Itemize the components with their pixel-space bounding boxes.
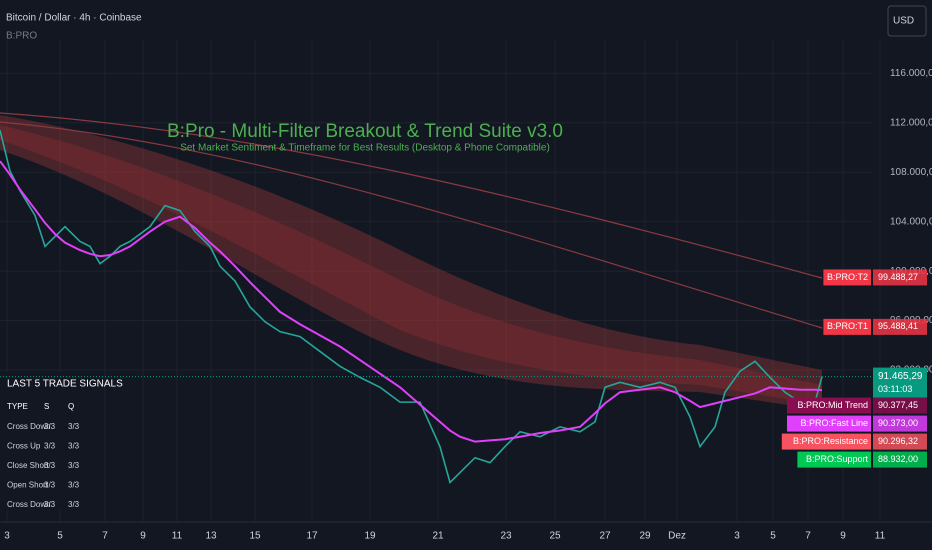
price-label-name-box xyxy=(787,415,871,432)
table-cell: 3/3 xyxy=(44,461,56,470)
price-label-value: 88.932,00 xyxy=(878,454,918,464)
price-label-name-box xyxy=(787,397,871,414)
x-tick-label: 29 xyxy=(639,531,651,542)
price-label-value: 90.296,32 xyxy=(878,436,918,446)
x-tick-label: 3 xyxy=(4,531,10,542)
price-label-value-box xyxy=(873,451,927,468)
price-label-name-box xyxy=(823,318,871,335)
x-tick-label: 5 xyxy=(57,531,63,542)
price-label-value-box xyxy=(873,269,927,286)
currency[interactable]: USD xyxy=(893,16,914,27)
table-cell: Open Short xyxy=(7,481,49,490)
x-tick-label: 3 xyxy=(734,531,740,542)
price-label-name: B:PRO:Resistance xyxy=(793,436,868,446)
table-cell: 3/3 xyxy=(44,442,56,451)
currency-button[interactable] xyxy=(887,5,927,37)
trend-cloud xyxy=(0,115,822,410)
price-label-value-box xyxy=(873,397,927,414)
x-tick-label: 5 xyxy=(770,531,776,542)
cloud-inner xyxy=(0,125,822,405)
table-cell: Cross Up xyxy=(7,442,41,451)
price-label-name: B:PRO:Mid Trend xyxy=(797,400,868,410)
table-cell: 3/3 xyxy=(68,461,80,470)
x-tick-label: 7 xyxy=(102,531,108,542)
x-tick-label: 11 xyxy=(172,531,183,542)
table-header: Q xyxy=(68,402,74,411)
table-cell: 3/3 xyxy=(68,442,80,451)
table-cell: 3/3 xyxy=(68,500,80,509)
symbol: Bitcoin / Dollar · 4h · Coinbase xyxy=(6,13,142,24)
price-label-name: B:PRO:T1 xyxy=(827,321,868,331)
x-tick-label: 9 xyxy=(140,531,146,542)
x-tick-label: 19 xyxy=(364,531,376,542)
x-tick-label: 11 xyxy=(875,531,886,542)
x-tick-label: Dez xyxy=(668,531,686,542)
table-cell: 3/3 xyxy=(44,422,56,431)
price-label-value-box xyxy=(873,433,927,450)
x-tick-label: 9 xyxy=(840,531,846,542)
table-header: TYPE xyxy=(7,402,28,411)
x-tick-label: 13 xyxy=(205,531,217,542)
chart-subtitle: Set Market Sentiment & Timeframe for Bes… xyxy=(180,143,550,154)
y-tick-label: 112.000,00 xyxy=(890,117,932,128)
price-label-value: 90.377,45 xyxy=(878,400,918,410)
price-label-name: B:PRO:Support xyxy=(806,454,869,464)
price-label-name: B:PRO:T2 xyxy=(827,272,868,282)
signals-table xyxy=(0,372,96,510)
indicator: B:PRO xyxy=(6,31,37,42)
table-cell: Cross Down xyxy=(7,422,51,431)
price-label-value: 99.488,27 xyxy=(878,272,918,282)
grid xyxy=(0,40,881,522)
series-line xyxy=(0,160,823,443)
y-tick-label: 116.000,00 xyxy=(890,68,932,79)
y-tick-label: 104.000,00 xyxy=(890,216,932,227)
table-cell: 3/3 xyxy=(44,481,56,490)
table-title: LAST 5 TRADE SIGNALS xyxy=(7,379,123,390)
table-cell: 3/3 xyxy=(68,422,80,431)
price-label-name-box xyxy=(781,433,871,450)
x-tick-label: 15 xyxy=(249,531,261,542)
price-label-name-box xyxy=(823,269,871,286)
series-line xyxy=(0,130,823,484)
x-tick-label: 21 xyxy=(432,531,444,542)
price-label-value: 90.373,00 xyxy=(878,418,918,428)
price-label-name-box xyxy=(797,451,871,468)
long-ma xyxy=(0,112,823,279)
y-tick-label: 108.000,00 xyxy=(890,167,932,178)
table-cell: Cross Down xyxy=(7,500,51,509)
x-tick-label: 25 xyxy=(549,531,561,542)
last-price-time: 03:11:03 xyxy=(878,384,912,394)
x-tick-label: 17 xyxy=(306,531,318,542)
price-label-name: B:PRO:Fast Line xyxy=(800,418,868,428)
long-ma-2 xyxy=(0,121,823,329)
price-label-value-box xyxy=(873,415,927,432)
table-cell: Close Short xyxy=(7,461,50,470)
x-tick-label: 23 xyxy=(500,531,512,542)
x-tick-label: 27 xyxy=(599,531,611,542)
x-tick-label: 7 xyxy=(805,531,811,542)
table-cell: 3/3 xyxy=(44,500,56,509)
price-label-value: 95.488,41 xyxy=(878,321,918,331)
table-header: S xyxy=(44,402,49,411)
last-price-box xyxy=(873,367,927,398)
price-label-value-box xyxy=(873,318,927,335)
chart-title: B:Pro - Multi-Filter Breakout & Trend Su… xyxy=(167,121,563,142)
table-cell: 3/3 xyxy=(68,481,80,490)
last-price: 91.465,29 xyxy=(878,371,923,382)
